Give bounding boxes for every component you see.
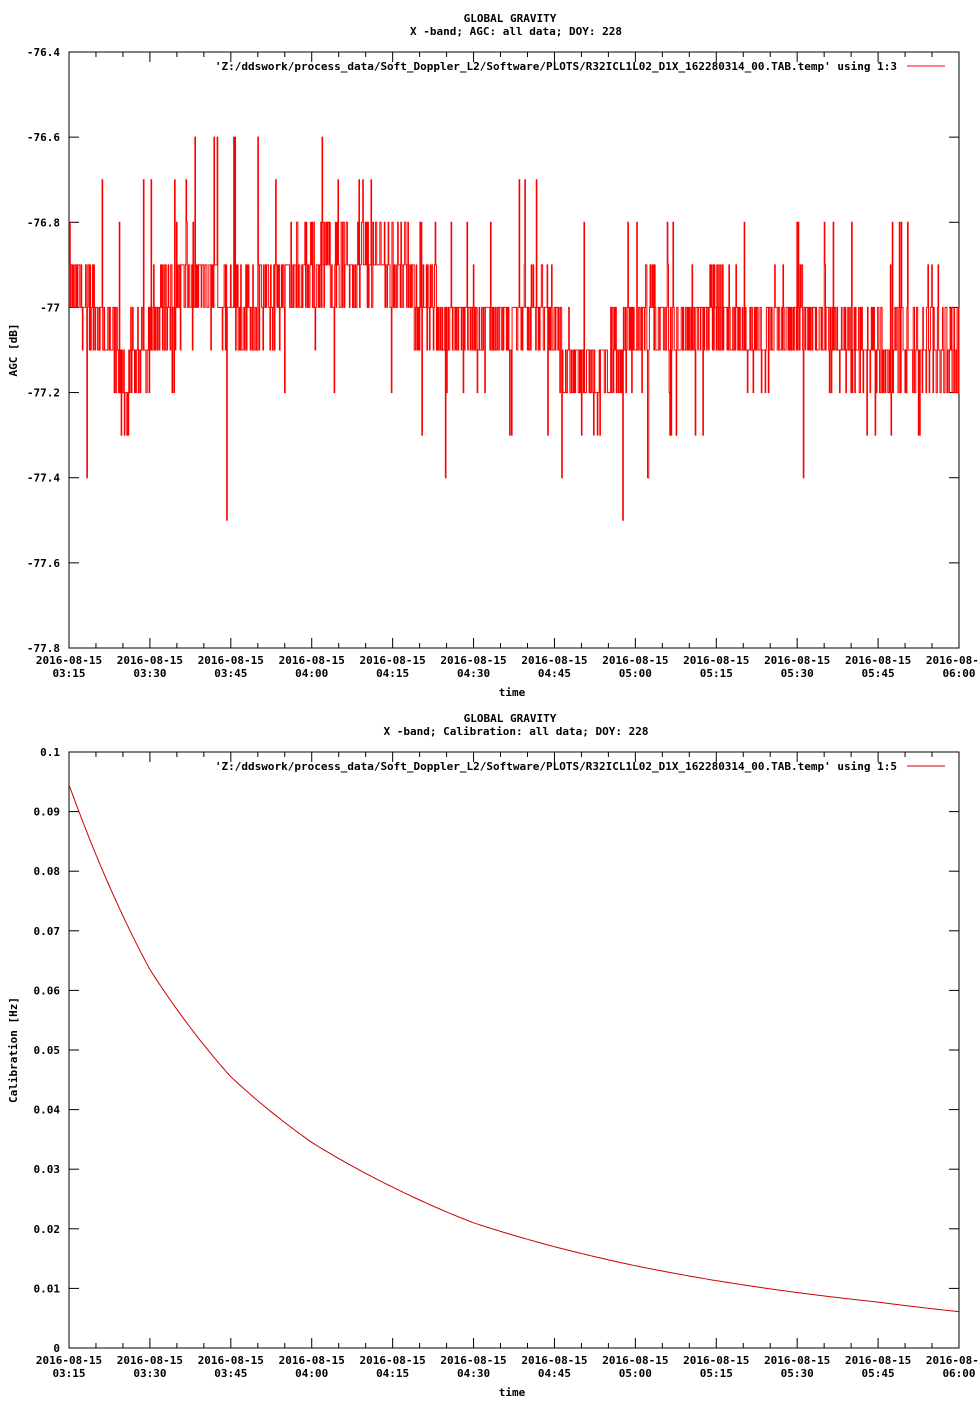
cal-title-line1: GLOBAL GRAVITY xyxy=(464,712,557,725)
x-tick-date: 2016-08-15 xyxy=(683,654,749,667)
y-tick-label: -76.4 xyxy=(27,46,60,59)
y-tick-label: 0.08 xyxy=(34,865,61,878)
x-tick-date: 2016-08-15 xyxy=(117,654,183,667)
cal-y-ticks: 0.1 0.09 0.08 0.07 0.06 0.05 0.04 0.03 0.02 0.01 0 xyxy=(34,746,959,1355)
x-tick-time: 05:00 xyxy=(619,667,652,680)
x-tick-date: 2016-08-15 xyxy=(521,654,587,667)
x-tick-time: 03:30 xyxy=(133,667,166,680)
x-tick-time: 05:45 xyxy=(862,1367,895,1380)
x-tick-time: 03:15 xyxy=(52,667,85,680)
x-tick-date: 2016-08-15 xyxy=(602,1354,668,1367)
y-tick-label: 0.05 xyxy=(34,1044,61,1057)
y-tick-label: 0 xyxy=(53,1342,60,1355)
x-tick-date: 2016-08-15 xyxy=(440,1354,506,1367)
x-tick-time: 05:30 xyxy=(781,1367,814,1380)
cal-x-ticks: 2016-08-1503:152016-08-1503:302016-08-15… xyxy=(36,752,980,1380)
x-tick-time: 05:15 xyxy=(700,1367,733,1380)
x-tick-time: 05:45 xyxy=(862,667,895,680)
agc-x-axis-label: time xyxy=(499,686,526,699)
cal-title-line2: X -band; Calibration: all data; DOY: 228 xyxy=(384,725,649,738)
cal-y-axis-label: Calibration [Hz] xyxy=(7,997,20,1103)
y-tick-label: -77 xyxy=(40,301,60,314)
x-tick-time: 04:00 xyxy=(295,1367,328,1380)
x-tick-date: 2016-08-15 xyxy=(926,654,980,667)
x-tick-time: 04:45 xyxy=(538,1367,571,1380)
x-tick-date: 2016-08-15 xyxy=(764,654,830,667)
x-tick-date: 2016-08-15 xyxy=(683,1354,749,1367)
cal-legend-label: 'Z:/ddswork/process_data/Soft_Doppler_L2… xyxy=(215,760,897,773)
x-tick-date: 2016-08-15 xyxy=(602,654,668,667)
x-tick-date: 2016-08-15 xyxy=(36,654,102,667)
x-tick-time: 03:45 xyxy=(214,1367,247,1380)
y-tick-label: 0.06 xyxy=(34,984,61,997)
x-tick-time: 05:15 xyxy=(700,667,733,680)
x-tick-time: 04:15 xyxy=(376,1367,409,1380)
x-tick-time: 05:30 xyxy=(781,667,814,680)
cal-x-axis-label: time xyxy=(499,1386,526,1399)
x-tick-time: 03:45 xyxy=(214,667,247,680)
x-tick-time: 04:15 xyxy=(376,667,409,680)
cal-chart: GLOBAL GRAVITY X -band; Calibration: all… xyxy=(7,712,980,1399)
x-tick-date: 2016-08-15 xyxy=(279,654,345,667)
y-tick-label: -77.8 xyxy=(27,642,60,655)
x-tick-time: 05:00 xyxy=(619,1367,652,1380)
x-tick-date: 2016-08-15 xyxy=(440,654,506,667)
agc-title-line2: X -band; AGC: all data; DOY: 228 xyxy=(410,25,622,38)
x-tick-date: 2016-08-15 xyxy=(360,1354,426,1367)
x-tick-date: 2016-08-15 xyxy=(845,1354,911,1367)
x-tick-date: 2016-08-15 xyxy=(117,1354,183,1367)
x-tick-date: 2016-08-15 xyxy=(279,1354,345,1367)
y-tick-label: -77.4 xyxy=(27,472,60,485)
agc-x-ticks: 2016-08-1503:152016-08-1503:302016-08-15… xyxy=(36,52,980,680)
agc-legend-label: 'Z:/ddswork/process_data/Soft_Doppler_L2… xyxy=(215,60,897,73)
agc-chart: GLOBAL GRAVITY X -band; AGC: all data; D… xyxy=(7,12,980,699)
x-tick-date: 2016-08-15 xyxy=(764,1354,830,1367)
agc-series-line xyxy=(69,136,960,521)
y-tick-label: 0.07 xyxy=(34,925,61,938)
x-tick-date: 2016-08-15 xyxy=(926,1354,980,1367)
y-tick-label: -76.6 xyxy=(27,131,60,144)
cal-series-line xyxy=(68,784,960,1313)
x-tick-date: 2016-08-15 xyxy=(36,1354,102,1367)
agc-y-axis-label: AGC [dB] xyxy=(7,324,20,377)
x-tick-time: 06:00 xyxy=(942,1367,975,1380)
y-tick-label: 0.02 xyxy=(34,1223,61,1236)
y-tick-label: -77.6 xyxy=(27,557,60,570)
x-tick-date: 2016-08-15 xyxy=(845,654,911,667)
x-tick-time: 06:00 xyxy=(942,667,975,680)
y-tick-label: -77.2 xyxy=(27,387,60,400)
x-tick-time: 03:30 xyxy=(133,1367,166,1380)
x-tick-time: 04:30 xyxy=(457,667,490,680)
x-tick-date: 2016-08-15 xyxy=(198,1354,264,1367)
x-tick-time: 04:30 xyxy=(457,1367,490,1380)
y-tick-label: 0.1 xyxy=(40,746,60,759)
y-tick-label: -76.8 xyxy=(27,216,60,229)
cal-plot-frame xyxy=(68,751,960,1349)
x-tick-time: 03:15 xyxy=(52,1367,85,1380)
x-tick-date: 2016-08-15 xyxy=(198,654,264,667)
x-tick-date: 2016-08-15 xyxy=(521,1354,587,1367)
agc-title-line1: GLOBAL GRAVITY xyxy=(464,12,557,25)
x-tick-time: 04:00 xyxy=(295,667,328,680)
y-tick-label: 0.04 xyxy=(34,1104,61,1117)
x-tick-time: 04:45 xyxy=(538,667,571,680)
y-tick-label: 0.01 xyxy=(34,1282,61,1295)
y-tick-label: 0.03 xyxy=(34,1163,61,1176)
x-tick-date: 2016-08-15 xyxy=(360,654,426,667)
y-tick-label: 0.09 xyxy=(34,806,61,819)
